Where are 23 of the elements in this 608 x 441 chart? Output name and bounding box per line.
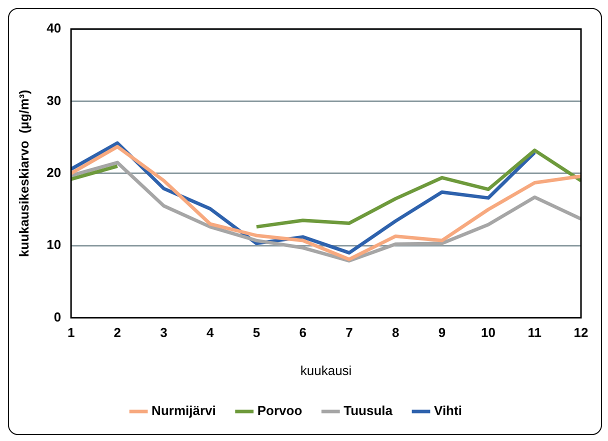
legend-label: Tuusula	[344, 403, 394, 418]
x-tick-label: 6	[299, 325, 306, 340]
x-tick-label: 7	[346, 325, 353, 340]
legend-label: Vihti	[434, 403, 462, 418]
y-tick-label: 30	[46, 92, 62, 108]
y-tick-label: 10	[46, 237, 62, 252]
x-tick-label: 5	[252, 325, 260, 340]
y-tick-label: 20	[46, 164, 62, 180]
x-tick-label: 8	[392, 325, 400, 340]
x-tick-label: 1	[67, 325, 75, 340]
legend-label: Porvoo	[257, 403, 302, 418]
legend-label: Nurmijärvi	[152, 403, 216, 418]
x-tick-label: 9	[438, 325, 446, 340]
x-tick-label: 10	[481, 325, 496, 340]
y-tick-label: 40	[46, 20, 62, 36]
x-tick-label: 11	[528, 325, 542, 340]
x-axis-title: kuukausi	[300, 362, 352, 378]
x-tick-label: 4	[206, 325, 215, 340]
x-tick-label: 2	[114, 325, 122, 340]
x-tick-label: 3	[160, 325, 168, 340]
y-axis-title: kuukausikeskiarvo (µg/m³)	[16, 90, 32, 257]
x-tick-label: 12	[574, 325, 588, 340]
y-tick-label: 0	[54, 309, 62, 324]
